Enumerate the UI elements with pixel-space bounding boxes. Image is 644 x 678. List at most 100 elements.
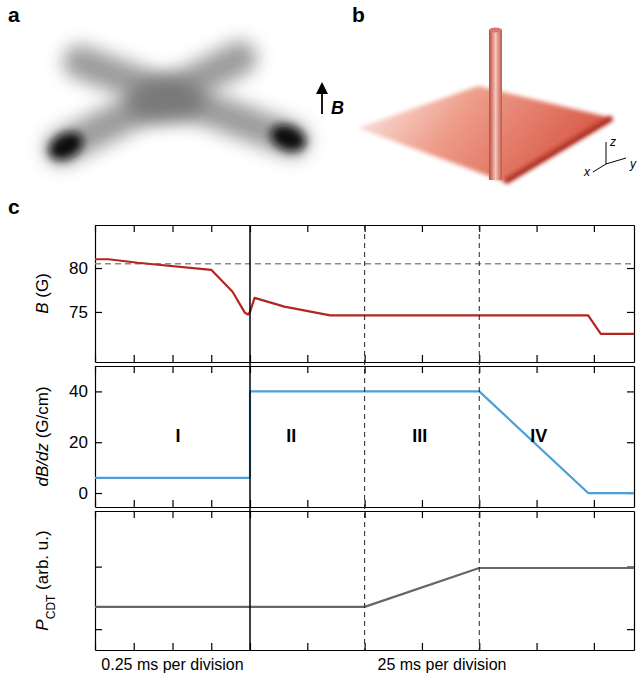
y-axis-title: PCDT (arb. u.)	[33, 530, 58, 630]
tick: 40	[69, 382, 102, 401]
tick-mark	[172, 500, 173, 507]
y-axis-title-part: P	[33, 619, 52, 631]
tick	[134, 511, 135, 518]
axis-line	[634, 367, 635, 508]
tick	[422, 366, 423, 373]
y-axis	[95, 512, 102, 651]
tick	[173, 225, 174, 232]
tick-mark	[172, 643, 173, 650]
tick	[594, 643, 595, 650]
tick	[211, 355, 212, 362]
tick	[134, 225, 135, 232]
tick	[211, 643, 212, 650]
tick-mark	[172, 225, 173, 232]
tick-mark	[536, 355, 537, 362]
tick-mark	[627, 442, 634, 443]
tick	[95, 500, 96, 507]
tick	[594, 366, 595, 373]
axis-arrow	[593, 164, 606, 172]
tick	[594, 225, 595, 232]
tick	[537, 355, 538, 362]
phase-label: IV	[530, 426, 547, 446]
axis-arrow	[606, 158, 626, 164]
tick-mark	[95, 225, 96, 232]
tick	[594, 355, 595, 362]
field-label: B	[331, 98, 344, 118]
panel-label: a	[8, 3, 20, 26]
sheet	[358, 86, 612, 182]
tick	[627, 312, 634, 313]
tick	[173, 366, 174, 373]
phase-label: I	[175, 426, 180, 446]
tick-mark	[627, 391, 634, 392]
tick	[422, 355, 423, 362]
tick-mark	[134, 366, 135, 373]
axis-arrow	[606, 142, 607, 164]
tick	[627, 391, 634, 392]
tick-mark	[307, 643, 308, 650]
tick-mark	[594, 366, 595, 373]
tick-mark	[172, 355, 173, 362]
tick	[307, 355, 308, 362]
tick-mark	[211, 511, 212, 518]
tick-mark	[95, 511, 96, 518]
phase-boundary	[479, 225, 480, 650]
tick-mark	[95, 391, 102, 392]
tube-top	[489, 28, 502, 33]
tick	[307, 225, 308, 232]
tick	[95, 355, 96, 362]
tick-mark	[594, 511, 595, 518]
tick-mark	[536, 643, 537, 650]
panel-label: b	[352, 3, 365, 26]
tick	[134, 366, 135, 373]
tick-mark	[594, 500, 595, 507]
tick	[95, 366, 96, 373]
tick	[537, 511, 538, 518]
tick-mark	[422, 500, 423, 507]
y-axis-title: B (G)	[33, 273, 52, 314]
tick-mark	[95, 312, 102, 313]
tick	[211, 366, 212, 373]
tick	[173, 511, 174, 518]
tick-mark	[594, 355, 595, 362]
tick-mark	[211, 225, 212, 232]
tick-mark	[95, 366, 96, 373]
tick-mark	[95, 500, 96, 507]
axis-line	[634, 512, 635, 651]
y-axis-title-part: CDT	[44, 594, 58, 619]
panel: 02040	[69, 366, 634, 508]
phase-label: II	[286, 426, 296, 446]
tick	[173, 643, 174, 650]
tick	[627, 629, 634, 630]
tick: 75	[69, 303, 102, 322]
time-scale-label: 25 ms per division	[378, 656, 507, 673]
beam-waist	[125, 80, 205, 124]
tick	[422, 511, 423, 518]
tick-mark	[536, 511, 537, 518]
tick-mark	[172, 511, 173, 518]
tick	[307, 366, 308, 373]
tick-mark	[307, 366, 308, 373]
y-axis: 7580	[69, 226, 102, 363]
y-axis-title: dB/dz (G/cm)	[33, 386, 52, 486]
time-scale-label: 0.25 ms per division	[101, 656, 243, 673]
beam	[80, 62, 292, 140]
tick-mark	[307, 500, 308, 507]
tick-mark	[536, 500, 537, 507]
tick-mark	[211, 355, 212, 362]
axis-label: y	[629, 157, 637, 171]
phase-boundary	[249, 225, 251, 650]
tick	[95, 225, 96, 232]
tick-mark	[134, 643, 135, 650]
tick	[95, 511, 96, 518]
tick-mark	[211, 366, 212, 373]
tick	[134, 643, 135, 650]
y-axis-right	[627, 226, 635, 363]
tick-mark	[536, 366, 537, 373]
field-arrow-head	[316, 82, 328, 94]
tick-mark	[594, 225, 595, 232]
axis-line	[634, 226, 635, 363]
y-axis-title-part: (G/cm)	[33, 386, 52, 443]
tick	[211, 511, 212, 518]
axis-label: z	[609, 135, 616, 149]
